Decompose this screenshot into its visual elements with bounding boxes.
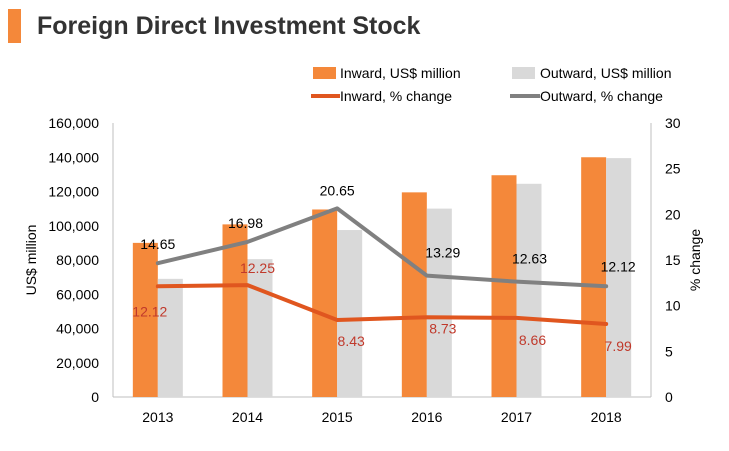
y-tick-label: 40,000 <box>56 321 99 337</box>
label-inward-change: 12.25 <box>240 260 275 276</box>
y-tick-label: 20,000 <box>56 355 99 371</box>
legend-swatch-inward-bar <box>313 67 336 79</box>
label-outward-change: 20.65 <box>320 182 355 198</box>
bar-outward <box>247 259 273 397</box>
data-labels: 14.65 16.98 20.65 13.29 12.63 12.12 12.12 12.25… <box>132 182 636 354</box>
legend: Inward, US$ million Outward, US$ million I… <box>311 65 672 104</box>
x-tick-label: 2014 <box>232 409 263 425</box>
y-tick-label: 100,000 <box>48 218 99 234</box>
bar-inward <box>222 224 248 397</box>
bar-inward <box>312 209 338 397</box>
y2-tick-label: 0 <box>665 389 673 405</box>
y2-tick-label: 10 <box>665 298 681 314</box>
legend-label-outward-line: Outward, % change <box>540 88 663 104</box>
label-outward-change: 13.29 <box>425 245 460 261</box>
bar-outward <box>516 183 542 397</box>
bar-inward <box>132 242 158 397</box>
bars <box>132 157 632 397</box>
bar-outward <box>337 230 363 397</box>
label-outward-change: 16.98 <box>228 215 263 231</box>
y2-tick-label: 25 <box>665 161 681 177</box>
legend-label-inward-line: Inward, % change <box>340 88 452 104</box>
label-inward-change: 12.12 <box>132 303 167 319</box>
y-tick-label: 140,000 <box>48 149 99 165</box>
x-tick-label: 2016 <box>411 409 442 425</box>
label-inward-change: 8.43 <box>338 333 365 349</box>
y2-tick-label: 5 <box>665 343 673 359</box>
y-tick-label: 80,000 <box>56 252 99 268</box>
bar-inward <box>401 192 427 397</box>
bar-outward <box>606 158 632 397</box>
y-axis-title: US$ million <box>23 225 39 296</box>
y-tick-label: 120,000 <box>48 184 99 200</box>
y2-tick-label: 20 <box>665 206 681 222</box>
axes: 0 20,000 40,000 60,000 80,000 100,000 120,000 1… <box>23 115 703 425</box>
legend-label-outward-bar: Outward, US$ million <box>540 65 672 81</box>
legend-swatch-outward-bar <box>512 67 535 79</box>
y2-tick-label: 15 <box>665 252 681 268</box>
line-inward-change <box>155 283 609 327</box>
bar-inward <box>491 175 517 397</box>
x-tick-label: 2013 <box>142 409 173 425</box>
y2-axis-title: % change <box>687 229 703 291</box>
label-outward-change: 12.12 <box>601 258 636 274</box>
bar-outward <box>157 278 183 397</box>
label-outward-change: 14.65 <box>140 236 175 252</box>
y-tick-label: 60,000 <box>56 286 99 302</box>
x-tick-label: 2017 <box>501 409 532 425</box>
y2-tick-label: 30 <box>665 115 681 131</box>
y-tick-label: 0 <box>91 389 99 405</box>
page-title: Foreign Direct Investment Stock <box>37 12 421 40</box>
label-inward-change: 7.99 <box>605 338 632 354</box>
bar-outward <box>426 208 452 397</box>
label-outward-change: 12.63 <box>512 251 547 267</box>
y-tick-label: 160,000 <box>48 115 99 131</box>
x-tick-label: 2018 <box>591 409 622 425</box>
title-accent-bar <box>8 9 21 43</box>
label-inward-change: 8.73 <box>429 320 456 336</box>
lines <box>155 206 609 327</box>
line-outward-change <box>155 206 609 289</box>
x-tick-label: 2015 <box>322 409 353 425</box>
legend-label-inward-bar: Inward, US$ million <box>340 65 461 81</box>
label-inward-change: 8.66 <box>519 332 546 348</box>
bar-inward <box>581 157 607 397</box>
